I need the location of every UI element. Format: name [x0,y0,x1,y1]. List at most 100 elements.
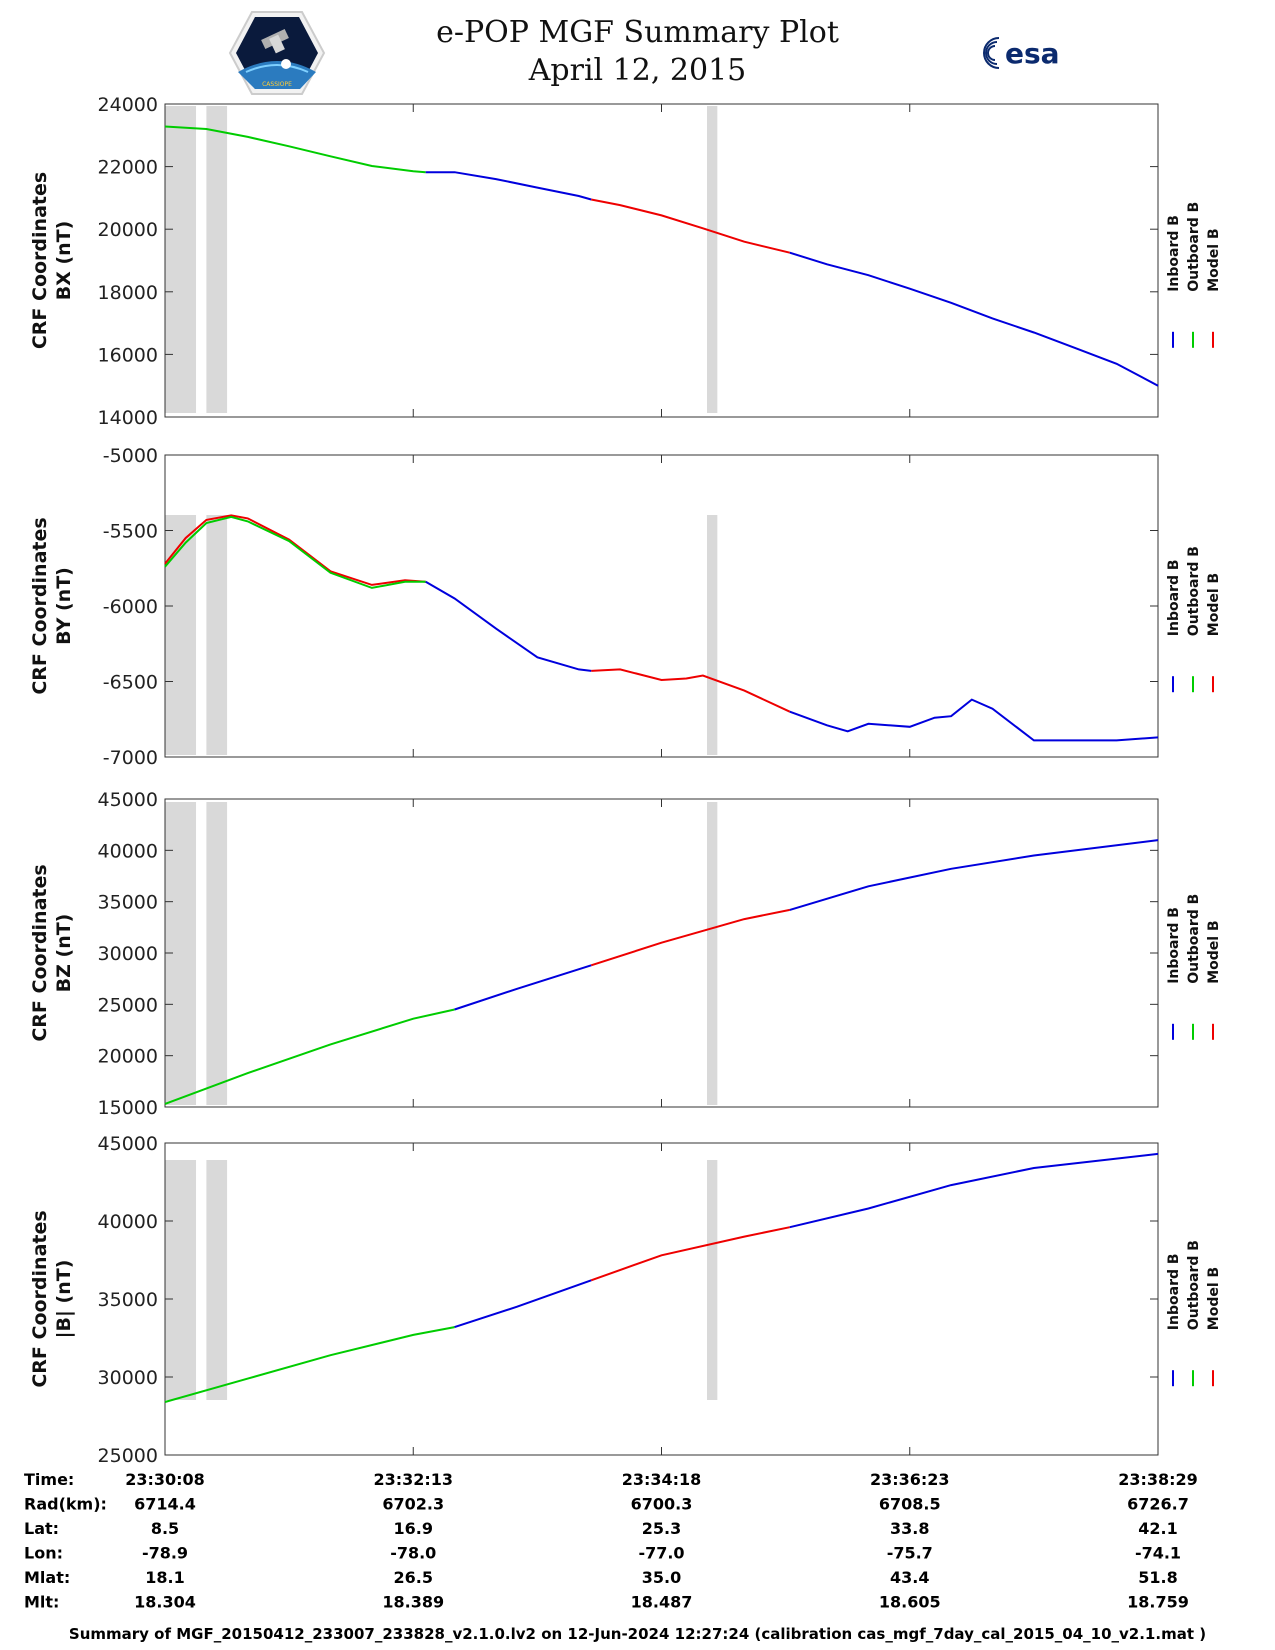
data-gap-band [707,1160,718,1400]
table-row-label: Time: [24,1470,74,1489]
series-line-inboard-b [425,171,592,201]
esa-logo-text: esa [1005,37,1060,70]
panel-bz: 15000 20000 25000 30000 35000 40000 45000 CRF C… [29,789,1222,1119]
y-tick-label: 20000 [98,219,158,241]
legend-label: Model B [1206,1267,1222,1330]
legend-label: Inboard B [1166,559,1182,636]
table-row-label: Lat: [24,1519,59,1538]
table-cell: 16.9 [394,1519,433,1538]
y-tick-label: -7000 [103,747,158,769]
data-gap-band [165,515,197,755]
series-line-inboard-b [425,580,592,672]
table-cell: 51.8 [1138,1568,1177,1587]
data-gap-band [206,1160,228,1400]
table-row-label: Mlat: [24,1568,70,1587]
legend-label: Model B [1206,228,1222,291]
series-line-model-b [164,514,426,586]
panel-by: -7000 -6500 -6000 -5500 -5000 CRF Coordinates… [29,445,1222,769]
y-tick-label: 30000 [98,1367,158,1389]
table-cell: 18.487 [631,1593,693,1612]
legend-label: Inboard B [1166,215,1182,292]
series-line-outboard-b [164,515,426,589]
y-axis-label: CRF Coordinates BZ (nT) [29,864,75,1041]
footer-summary: Summary of MGF_20150412_233007_233828_v2… [68,1625,1207,1643]
cassiope-logo: CASSIOPE [228,11,326,95]
data-gap-band [206,515,228,755]
series-line-inboard-b [789,839,1159,911]
data-gap-band [206,802,228,1105]
series-line-inboard-b [789,698,1159,742]
y-tick-label: 14000 [98,407,158,429]
axes-frame [164,1142,1159,1456]
plot-title: e-POP MGF Summary Plot April 12, 2015 [0,14,1275,90]
y-tick-label: -5000 [103,445,158,467]
data-gap-band [165,106,197,413]
y-tick-label: 35000 [98,892,158,914]
table-cell: 33.8 [890,1519,929,1538]
table-cell: 23:30:08 [125,1470,205,1489]
table-cell: 6702.3 [382,1495,444,1514]
table-cell: 6726.7 [1127,1495,1189,1514]
table-cell: 25.3 [642,1519,681,1538]
data-gap-band [206,106,228,413]
ephemeris-table: Time: Rad(km): Lat: Lon: Mlat: Mlt: 23:30:08 67… [24,1470,1198,1612]
y-tick-label: 40000 [98,840,158,862]
table-cell: 23:36:23 [870,1470,950,1489]
series-line-model-b [591,668,791,713]
data-gap-band [707,106,718,413]
table-row-label: Lon: [24,1544,63,1563]
table-cell: -75.7 [887,1544,933,1563]
legend-label: Inboard B [1166,1253,1182,1330]
axes-frame [164,798,1159,1108]
esa-logo: esa [983,37,1060,70]
y-tick-label: 40000 [98,1211,158,1233]
legend-label: Model B [1206,920,1222,983]
y-tick-label: 35000 [98,1289,158,1311]
table-cell: 23:34:18 [622,1470,702,1489]
y-tick-label: 45000 [98,1133,158,1155]
y-tick-label: 15000 [98,1097,158,1119]
y-tick-label: 24000 [98,94,158,116]
legend-label: Model B [1206,573,1222,636]
y-tick-label: 22000 [98,157,158,179]
y-tick-label: 18000 [98,282,158,304]
y-tick-label: 16000 [98,344,158,366]
axes-frame [164,454,1159,758]
table-cell: 6708.5 [879,1495,941,1514]
table-cell: 18.304 [134,1593,196,1612]
table-cell: -74.1 [1135,1544,1181,1563]
svg-text:CASSIOPE: CASSIOPE [262,81,292,88]
y-tick-label: 25000 [98,1445,158,1467]
table-cell: 18.759 [1127,1593,1189,1612]
panel-bx: 14000 16000 18000 20000 22000 24000 CRF Coordi… [29,94,1222,429]
title-line-1: e-POP MGF Summary Plot [436,15,839,50]
table-row-label: Rad(km): [24,1495,107,1514]
legend-label: Outboard B [1186,894,1202,984]
table-cell: 23:38:29 [1118,1470,1198,1489]
table-cell: 18.1 [145,1568,184,1587]
y-axis-label: CRF Coordinates |B| (nT) [29,1210,75,1387]
legend-label: Inboard B [1166,907,1182,984]
data-gap-band [707,802,718,1105]
series-line-inboard-b [789,251,1159,387]
table-cell: 6700.3 [631,1495,693,1514]
y-axis-label: CRF Coordinates BX (nT) [29,172,75,349]
table-cell: -78.9 [142,1544,188,1563]
data-gap-band [707,515,718,755]
series-line-model-b [590,1226,791,1282]
table-cell: 26.5 [394,1568,433,1587]
y-tick-label: -5500 [103,521,158,543]
series-line-outboard-b [164,1008,455,1105]
series-line-inboard-b [454,1279,592,1329]
y-tick-label: -6000 [103,596,158,618]
series-line-outboard-b [164,125,426,174]
table-cell: 18.605 [879,1593,941,1612]
table-cell: 23:32:13 [373,1470,453,1489]
data-gap-band [165,1160,197,1400]
legend-label: Outboard B [1186,202,1202,292]
legend-label: Outboard B [1186,1240,1202,1330]
table-cell: 42.1 [1138,1519,1177,1538]
series-line-model-b [590,908,790,967]
y-tick-label: 45000 [98,789,158,811]
